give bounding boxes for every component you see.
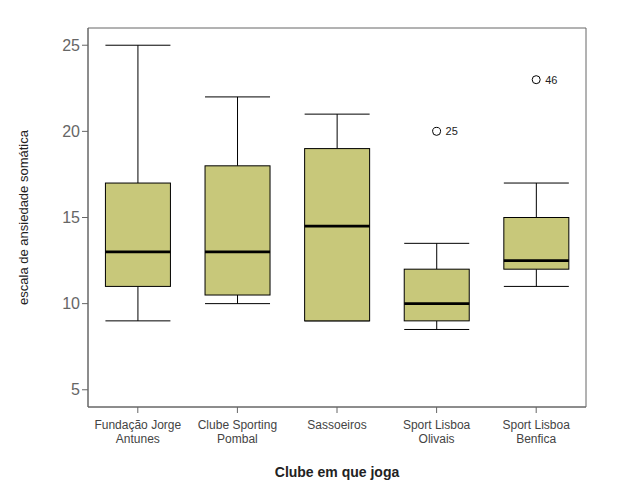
svg-text:15: 15 [62,209,80,226]
svg-text:20: 20 [62,123,80,140]
svg-text:5: 5 [71,381,80,398]
svg-text:Fundação JorgeAntunes: Fundação JorgeAntunes [94,418,181,446]
svg-text:25: 25 [446,125,458,137]
svg-text:25: 25 [62,37,80,54]
svg-text:Sassoeiros: Sassoeiros [307,418,366,432]
svg-text:Clube SportingPombal: Clube SportingPombal [198,418,277,446]
svg-text:escala de ansiedade somática: escala de ansiedade somática [16,129,31,305]
svg-text:46: 46 [545,74,557,86]
svg-text:Sport LisboaOlivais: Sport LisboaOlivais [403,418,471,446]
svg-text:10: 10 [62,295,80,312]
svg-text:Clube em que joga: Clube em que joga [275,464,400,480]
svg-text:Sport LisboaBenfica: Sport LisboaBenfica [503,418,571,446]
